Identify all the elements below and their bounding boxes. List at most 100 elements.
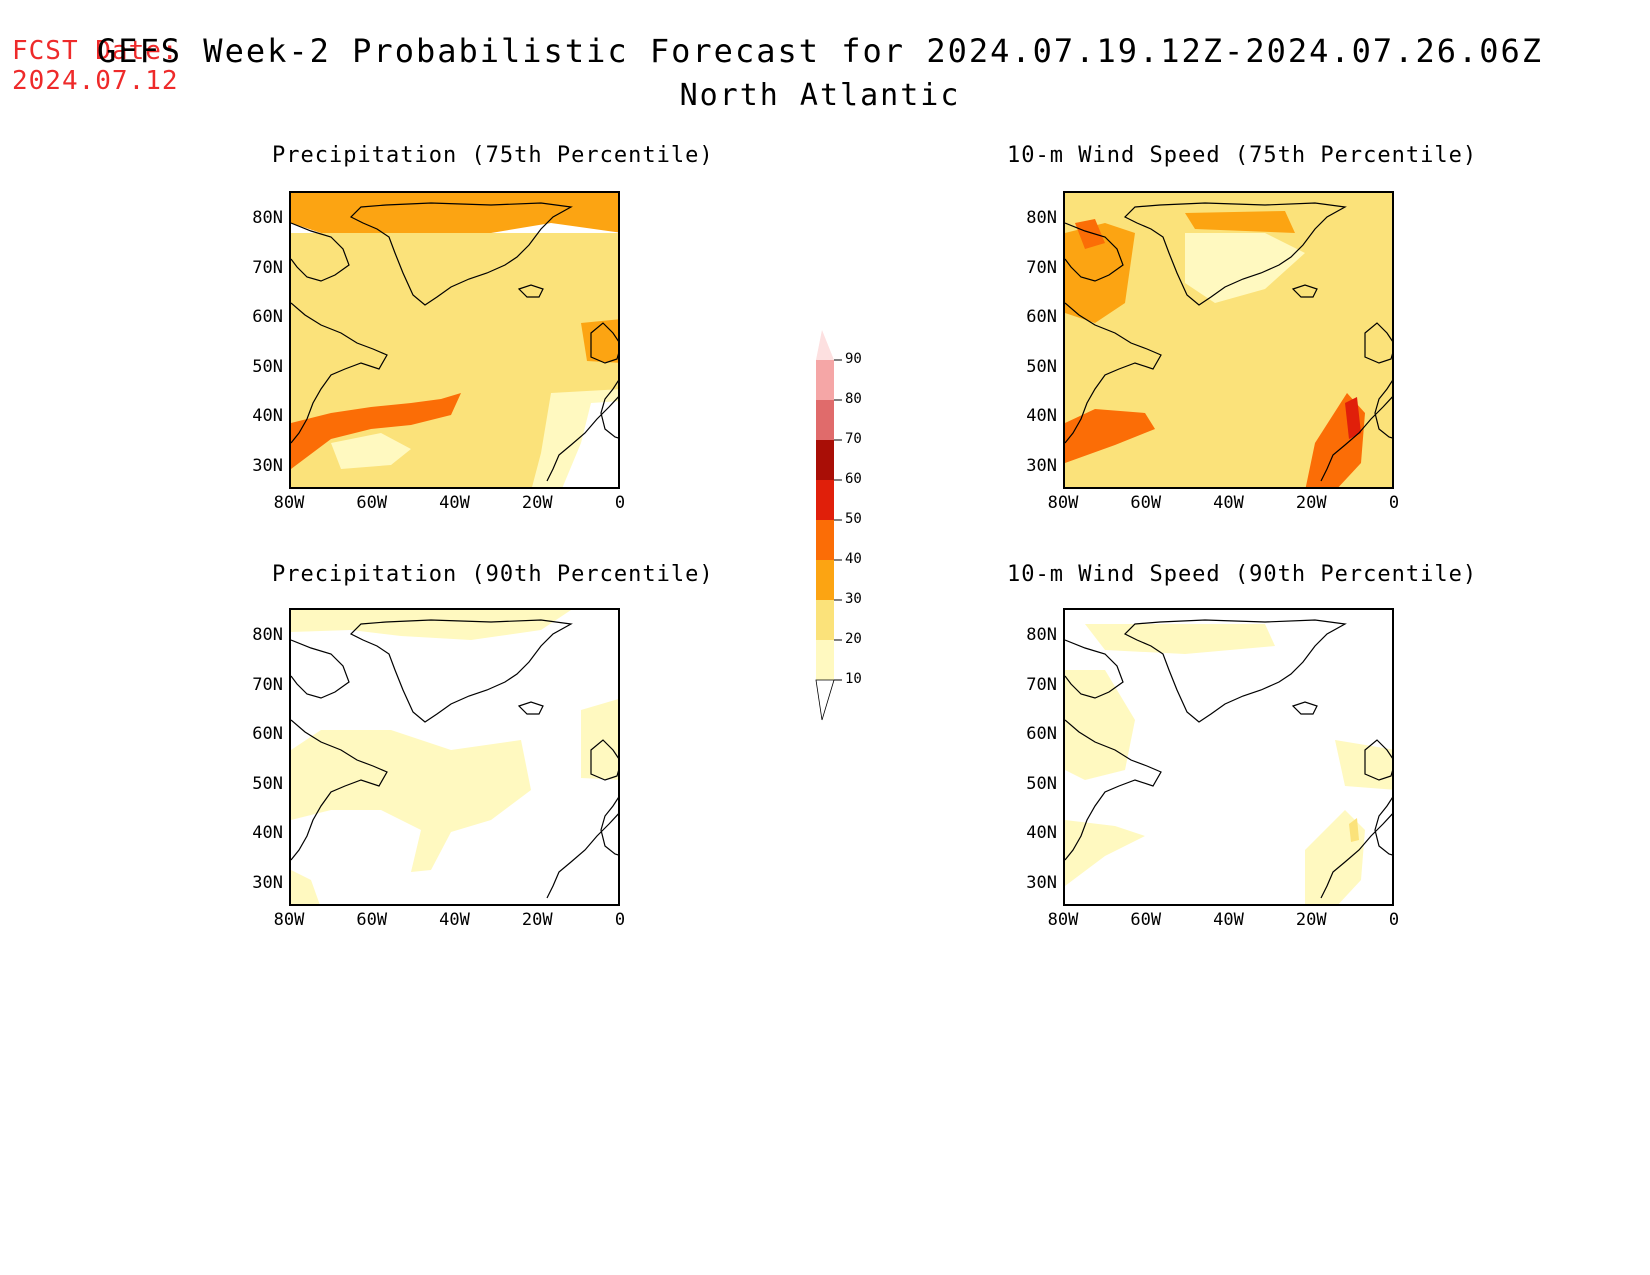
- panel-title: Precipitation (90th Percentile): [272, 562, 714, 587]
- longitude-tick-label: 20W: [1295, 910, 1327, 930]
- panel-title: Precipitation (75th Percentile): [272, 143, 714, 168]
- coastline: [1065, 302, 1162, 444]
- probability-shading: [1335, 740, 1392, 790]
- main-title: GEFS Week-2 Probabilistic Forecast for 2…: [96, 32, 1544, 70]
- map-plot: [289, 191, 620, 489]
- coastline: [1291, 284, 1318, 298]
- longitude-tick-label: 0: [1388, 493, 1400, 513]
- coastline: [600, 797, 618, 856]
- longitude-tick-label: 80W: [1047, 910, 1079, 930]
- latitude-tick-label: 60N: [252, 307, 283, 327]
- coastline: [1364, 322, 1392, 364]
- probability-shading: [291, 393, 461, 469]
- latitude-tick-label: 50N: [1026, 356, 1057, 377]
- latitude-tick-label: 70N: [1026, 257, 1057, 278]
- coastline: [590, 739, 618, 781]
- longitude-tick-label: 20W: [521, 910, 553, 930]
- colorbar-tick-label: 10: [845, 671, 862, 687]
- longitude-tick-label: 80W: [273, 910, 305, 930]
- coastline: [1065, 639, 1124, 699]
- map-plot: [289, 608, 620, 906]
- colorbar: [800, 330, 870, 754]
- colorbar-top-arrow: [816, 330, 834, 360]
- latitude-tick-label: 70N: [252, 674, 283, 695]
- latitude-tick-label: 30N: [252, 872, 283, 893]
- longitude-tick-label: 0: [614, 493, 626, 513]
- longitude-tick-label: 20W: [521, 493, 553, 513]
- colorbar-segment: [816, 360, 834, 400]
- panel-title: 10-m Wind Speed (90th Percentile): [1007, 562, 1478, 587]
- coastline: [546, 396, 618, 482]
- latitude-tick-label: 60N: [1026, 724, 1057, 744]
- longitude-tick-label: 0: [1388, 910, 1400, 930]
- longitude-tick-label: 60W: [356, 910, 388, 930]
- probability-shading: [1085, 624, 1275, 654]
- probability-shading: [331, 433, 411, 469]
- latitude-tick-label: 40N: [1026, 823, 1057, 843]
- coastline: [1291, 701, 1318, 715]
- colorbar-graphic: [815, 330, 842, 721]
- latitude-tick-label: 40N: [252, 823, 283, 843]
- probability-shading: [1075, 219, 1105, 249]
- coastline: [349, 619, 573, 723]
- longitude-tick-label: 40W: [439, 910, 470, 930]
- coastline: [1364, 739, 1392, 781]
- colorbar-tick-label: 40: [845, 551, 862, 567]
- coastline: [1123, 202, 1347, 306]
- probability-shading: [1185, 233, 1305, 303]
- probability-shading: [1345, 397, 1361, 439]
- longitude-tick-label: 60W: [1130, 493, 1162, 513]
- colorbar-tick-label: 30: [845, 591, 862, 607]
- probability-shading: [1065, 223, 1135, 323]
- probability-shading: [581, 699, 618, 780]
- probability-shading: [1065, 193, 1392, 487]
- fcst-label: FCST Date:: [12, 36, 179, 66]
- colorbar-tick-label: 60: [845, 471, 862, 487]
- longitude-tick-label: 40W: [1213, 493, 1244, 513]
- colorbar-segment: [816, 560, 834, 600]
- probability-shading: [581, 319, 618, 363]
- latitude-tick-label: 30N: [252, 455, 283, 476]
- map-plot: [1063, 608, 1394, 906]
- longitude-tick-label: 40W: [439, 493, 470, 513]
- longitude-tick-label: 60W: [1130, 910, 1162, 930]
- latitude-tick-label: 30N: [1026, 872, 1057, 893]
- coastline: [517, 284, 544, 298]
- probability-shading: [562, 401, 618, 487]
- probability-shading: [291, 730, 531, 872]
- coastline: [1374, 380, 1392, 439]
- fcst-date: 2024.07.12: [12, 66, 179, 96]
- latitude-tick-label: 50N: [252, 773, 283, 794]
- longitude-tick-label: 80W: [273, 493, 305, 513]
- colorbar-tick-label: 80: [845, 391, 862, 407]
- latitude-tick-label: 50N: [252, 356, 283, 377]
- longitude-tick-label: 40W: [1213, 910, 1244, 930]
- colorbar-segment: [816, 640, 834, 680]
- coastline: [1123, 619, 1347, 723]
- coastline: [1374, 797, 1392, 856]
- coastline: [291, 222, 350, 282]
- latitude-tick-label: 40N: [1026, 406, 1057, 426]
- colorbar-segment: [816, 520, 834, 560]
- probability-shading: [1065, 670, 1135, 780]
- coastline: [1065, 719, 1162, 861]
- longitude-tick-label: 80W: [1047, 493, 1079, 513]
- coastline: [600, 380, 618, 439]
- latitude-tick-label: 50N: [1026, 773, 1057, 794]
- latitude-tick-label: 80N: [1026, 625, 1057, 645]
- colorbar-segment: [816, 600, 834, 640]
- probability-shading: [291, 610, 571, 640]
- coastline: [590, 322, 618, 364]
- probability-shading: [1185, 211, 1295, 233]
- colorbar-tick-label: 20: [845, 631, 862, 647]
- panel-title: 10-m Wind Speed (75th Percentile): [1007, 143, 1478, 168]
- longitude-tick-label: 20W: [1295, 493, 1327, 513]
- colorbar-segment: [816, 400, 834, 440]
- coastline: [1320, 813, 1392, 899]
- probability-shading: [1305, 810, 1365, 904]
- coastline: [546, 813, 618, 899]
- coastline: [291, 719, 388, 861]
- probability-shading: [1065, 409, 1155, 463]
- colorbar-tick-label: 50: [845, 511, 862, 527]
- latitude-tick-label: 30N: [1026, 455, 1057, 476]
